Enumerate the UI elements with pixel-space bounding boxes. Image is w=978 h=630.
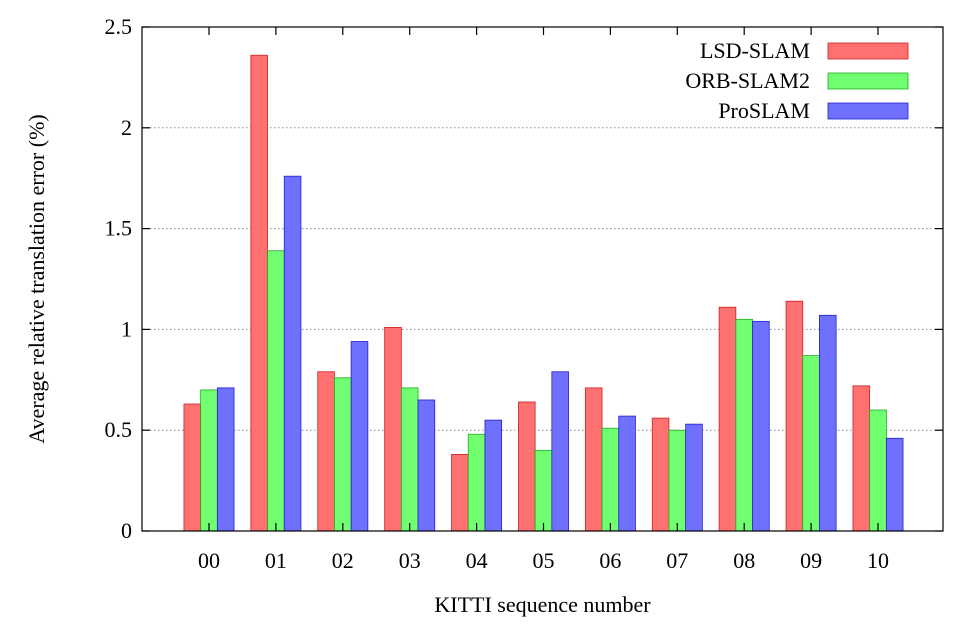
x-tick-label: 09 [800,548,822,573]
bar-orb-slam2-04 [467,433,486,532]
bar-orb-slam2-03 [400,387,419,532]
bar-lsd-slam-02 [317,371,335,532]
x-tick-label: 08 [733,548,755,573]
y-tick-label: 2 [121,115,132,140]
bars [183,54,904,532]
bar-proslam-10 [885,437,904,532]
legend: LSD-SLAM ORB-SLAM2 ProSLAM [685,38,909,123]
bar-lsd-slam-09 [785,300,804,532]
y-tick-label: 2.5 [105,14,133,39]
bar-proslam-06 [618,415,636,532]
bar-orb-slam2-08 [735,318,753,532]
plot-frame [141,26,944,532]
bar-lsd-slam-04 [451,453,469,532]
axis-ticks: 0 0.5 1 1.5 2 2.5 00 01 02 03 04 05 06 07 08 09 10 [105,14,943,573]
y-tick-label: 1.5 [105,216,133,241]
legend-swatch [827,72,909,90]
legend-swatch [827,42,909,60]
x-tick-label: 00 [198,548,220,573]
bar-proslam-01 [283,175,302,532]
bar-orb-slam2-06 [601,427,620,532]
x-tick-label: 05 [533,548,555,573]
bar-lsd-slam-10 [852,385,871,532]
legend-label: ORB-SLAM2 [685,68,810,93]
legend-label: ProSLAM [718,98,810,123]
bar-proslam-04 [484,419,503,532]
x-axis-title: KITTI sequence number [434,592,651,617]
bar-proslam-08 [752,320,770,532]
bar-orb-slam2-05 [534,449,553,532]
bar-proslam-05 [551,371,569,532]
bar-orb-slam2-07 [668,429,687,532]
x-tick-label: 01 [265,548,287,573]
bar-lsd-slam-03 [384,326,402,532]
bar-lsd-slam-05 [518,401,536,532]
x-tick-label: 02 [332,548,354,573]
bar-proslam-00 [216,387,235,532]
bar-proslam-09 [819,314,837,532]
bar-lsd-slam-01 [250,54,268,532]
x-tick-label: 03 [399,548,421,573]
bar-lsd-slam-06 [584,387,603,532]
bar-orb-slam2-10 [869,409,887,532]
bar-orb-slam2-00 [200,389,218,532]
legend-swatch [827,102,909,120]
y-tick-label: 1 [121,316,132,341]
y-tick-label: 0 [121,518,132,543]
bar-proslam-07 [685,423,703,532]
bar-proslam-02 [350,341,369,532]
bar-lsd-slam-07 [651,417,670,532]
bar-orb-slam2-01 [267,250,285,532]
legend-label: LSD-SLAM [700,38,810,63]
x-tick-label: 07 [666,548,688,573]
bar-lsd-slam-08 [718,306,737,532]
x-tick-label: 10 [867,548,889,573]
y-tick-label: 0.5 [105,417,133,442]
bar-proslam-03 [417,399,436,532]
bar-lsd-slam-00 [183,403,202,532]
bar-orb-slam2-02 [334,377,352,532]
x-tick-label: 06 [599,548,621,573]
x-tick-label: 04 [466,548,488,573]
y-axis-title: Average relative translation error (%) [24,114,49,443]
bar-orb-slam2-09 [802,355,820,532]
